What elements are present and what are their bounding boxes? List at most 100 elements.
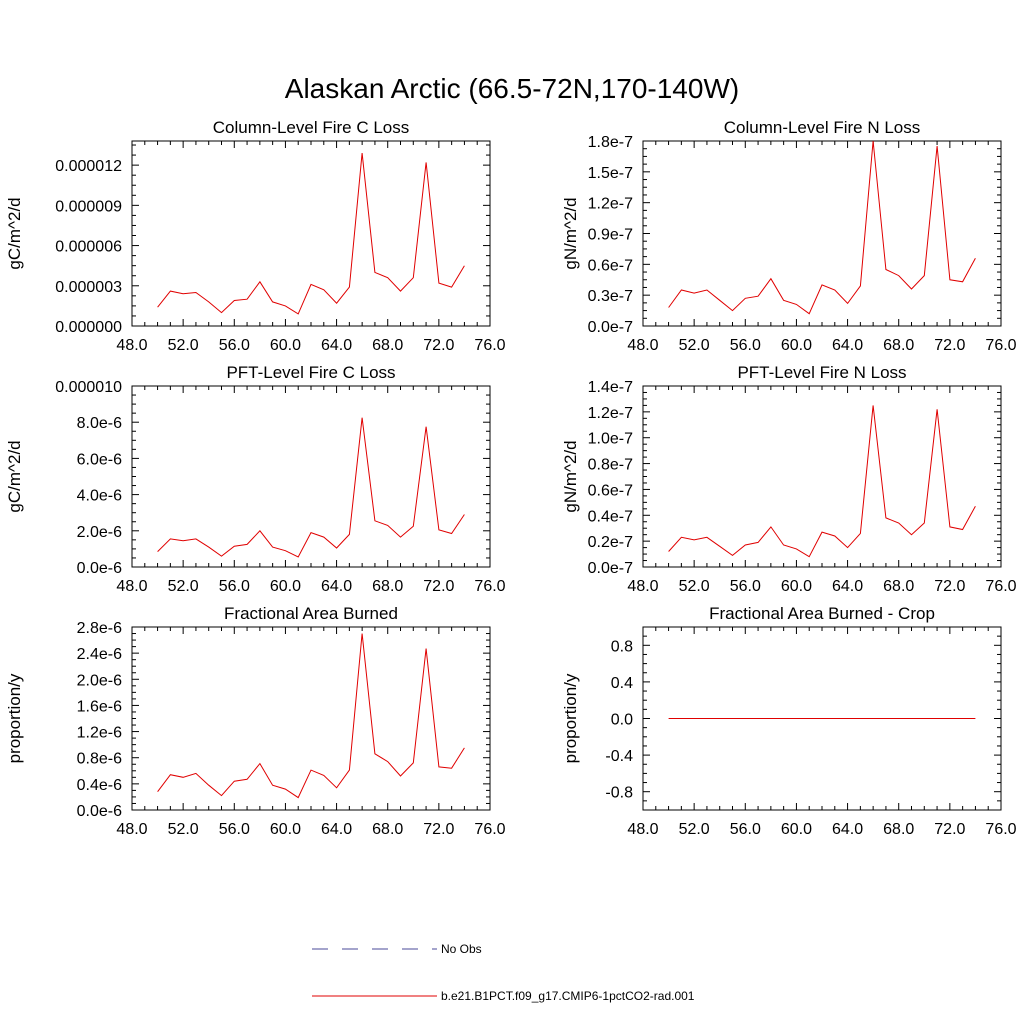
x-tick-label: 68.0: [883, 578, 914, 595]
x-tick-label: 64.0: [832, 578, 863, 595]
y-tick-label: 1.0e-7: [588, 431, 633, 448]
y-axis-label: gC/m^2/d: [5, 440, 24, 512]
series-line: [157, 417, 465, 558]
y-tick-label: 0.2e-7: [588, 534, 633, 551]
y-tick-label: -0.8: [605, 785, 633, 802]
y-axis-label: proportion/y: [5, 673, 24, 763]
x-tick-label: 52.0: [168, 578, 199, 595]
y-tick-label: 0.0e-6: [77, 803, 122, 820]
x-tick-label: 64.0: [321, 337, 352, 354]
main-title: Alaskan Arctic (66.5-72N,170-140W): [285, 73, 739, 104]
x-tick-label: 60.0: [270, 337, 301, 354]
y-tick-label: 0.4e-6: [77, 777, 122, 794]
x-tick-label: 48.0: [627, 578, 658, 595]
x-tick-label: 56.0: [730, 578, 761, 595]
y-tick-label: 2.0e-6: [77, 524, 122, 541]
x-tick-label: 56.0: [730, 821, 761, 838]
panel-4: 48.0 52.0 56.0 60.0 64.0 68.0 72.0 76.0 0.0e-7 0.…: [561, 363, 1017, 595]
y-axis-label: proportion/y: [561, 673, 580, 763]
panel-5: 48.0 52.0 56.0 60.0 64.0 68.0 72.0 76.0 0.0e-6 0.…: [5, 604, 506, 838]
x-tick-label: 76.0: [985, 578, 1016, 595]
y-tick-label: 0.000010: [55, 379, 122, 396]
y-tick-label: 1.6e-6: [77, 698, 122, 715]
panels: 48.0 52.0 56.0 60.0 64.0 68.0 72.0 76.0 0.000000…: [5, 118, 1017, 838]
series-line: [157, 633, 465, 799]
panel-title: Column-Level Fire C Loss: [213, 118, 410, 137]
plot-frame: [642, 140, 1002, 327]
x-tick-label: 60.0: [781, 337, 812, 354]
y-tick-label: -0.4: [605, 748, 633, 765]
x-tick-label: 48.0: [116, 821, 147, 838]
plot-frame: [131, 140, 491, 327]
x-tick-label: 52.0: [168, 337, 199, 354]
x-tick-label: 56.0: [730, 337, 761, 354]
x-tick-label: 48.0: [627, 821, 658, 838]
x-tick-label: 76.0: [474, 337, 505, 354]
x-tick-label: 68.0: [372, 337, 403, 354]
series-line: [157, 153, 465, 315]
x-tick-label: 68.0: [372, 578, 403, 595]
y-tick-label: 2.0e-6: [77, 672, 122, 689]
panel-title: Fractional Area Burned: [224, 604, 398, 623]
x-tick-label: 72.0: [423, 821, 454, 838]
y-tick-label: 8.0e-6: [77, 415, 122, 432]
y-tick-label: 0.9e-7: [588, 227, 633, 244]
y-tick-label: 1.2e-7: [588, 196, 633, 213]
y-tick-label: 0.000012: [55, 158, 122, 175]
x-tick-label: 76.0: [474, 821, 505, 838]
panel-3: 48.0 52.0 56.0 60.0 64.0 68.0 72.0 76.0 0.0e-6 2.…: [5, 363, 506, 595]
x-tick-label: 64.0: [321, 578, 352, 595]
series-line: [668, 140, 976, 315]
panel-6: 48.0 52.0 56.0 60.0 64.0 68.0 72.0 76.0 -0.8 -0.4…: [561, 604, 1017, 838]
plot-frame: [131, 626, 491, 811]
x-tick-label: 76.0: [985, 337, 1016, 354]
legend-label-no-obs: No Obs: [441, 942, 482, 956]
y-tick-label: 0.000000: [55, 319, 122, 336]
y-tick-label: 0.0: [611, 712, 633, 729]
panel-2: 48.0 52.0 56.0 60.0 64.0 68.0 72.0 76.0 0.0e-7 0.…: [561, 118, 1017, 354]
y-tick-label: 0.0e-7: [588, 319, 633, 336]
x-tick-label: 52.0: [679, 821, 710, 838]
x-tick-label: 52.0: [679, 337, 710, 354]
y-tick-label: 0.8: [611, 638, 633, 655]
y-tick-label: 0.4: [611, 675, 633, 692]
panel-title: Fractional Area Burned - Crop: [709, 604, 935, 623]
x-tick-label: 64.0: [832, 337, 863, 354]
y-tick-label: 0.0e-6: [77, 560, 122, 577]
x-tick-label: 68.0: [372, 821, 403, 838]
y-tick-label: 1.4e-7: [588, 379, 633, 396]
y-tick-label: 0.000006: [55, 239, 122, 256]
x-tick-label: 64.0: [321, 821, 352, 838]
y-tick-label: 0.3e-7: [588, 288, 633, 305]
x-tick-label: 56.0: [219, 337, 250, 354]
x-tick-label: 64.0: [832, 821, 863, 838]
y-tick-label: 0.8e-7: [588, 457, 633, 474]
y-tick-label: 0.000003: [55, 279, 122, 296]
y-tick-label: 1.8e-7: [588, 134, 633, 151]
y-tick-label: 4.0e-6: [77, 488, 122, 505]
y-tick-label: 1.5e-7: [588, 165, 633, 182]
panel-title: PFT-Level Fire N Loss: [737, 363, 906, 382]
x-tick-label: 72.0: [423, 337, 454, 354]
y-tick-label: 0.4e-7: [588, 508, 633, 525]
x-tick-label: 68.0: [883, 337, 914, 354]
series-line: [668, 405, 976, 558]
x-tick-label: 68.0: [883, 821, 914, 838]
y-tick-label: 0.6e-7: [588, 257, 633, 274]
x-tick-label: 76.0: [474, 578, 505, 595]
y-tick-label: 0.0e-7: [588, 560, 633, 577]
y-tick-label: 0.6e-7: [588, 482, 633, 499]
x-tick-label: 76.0: [985, 821, 1016, 838]
y-tick-label: 1.2e-6: [77, 725, 122, 742]
x-tick-label: 48.0: [116, 337, 147, 354]
y-axis-label: gN/m^2/d: [561, 197, 580, 269]
x-tick-label: 60.0: [781, 821, 812, 838]
x-tick-label: 56.0: [219, 821, 250, 838]
y-tick-label: 1.2e-7: [588, 405, 633, 422]
plot-frame: [131, 385, 491, 568]
x-tick-label: 72.0: [934, 337, 965, 354]
panel-title: PFT-Level Fire C Loss: [226, 363, 395, 382]
x-tick-label: 52.0: [168, 821, 199, 838]
x-tick-label: 48.0: [116, 578, 147, 595]
